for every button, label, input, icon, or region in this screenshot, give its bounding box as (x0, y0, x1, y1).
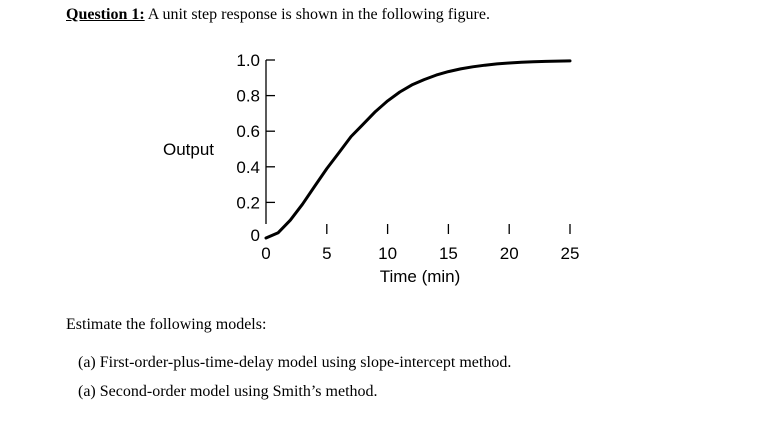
x-tick-label: 15 (439, 244, 458, 263)
question-label: Question 1: (66, 6, 145, 23)
x-axis: 0 5 10 15 20 25 (261, 224, 579, 263)
model-item-a: (a) First-order-plus-time-delay model us… (78, 354, 512, 371)
y-tick-label: 0.4 (236, 158, 260, 177)
y-tick-label: 1.0 (236, 51, 260, 70)
x-tick-label: 25 (561, 244, 580, 263)
x-tick-label: 5 (322, 244, 331, 263)
estimate-instruction: Estimate the following models: (66, 316, 267, 333)
y-tick-label: 0 (251, 226, 260, 245)
question-text: A unit step response is shown in the fol… (144, 6, 490, 23)
y-tick-label: 0.8 (236, 87, 260, 106)
response-curve-group (264, 59, 572, 240)
response-curve (264, 59, 572, 240)
x-tick-label: 20 (500, 244, 519, 263)
x-tick-label: 0 (261, 244, 270, 263)
x-tick-label: 10 (378, 244, 397, 263)
y-tick-label: 0.2 (236, 193, 260, 212)
question-heading: Question 1: A unit step response is show… (66, 6, 490, 24)
y-tick-label: 0.6 (236, 122, 260, 141)
y-axis-label: Output (163, 140, 214, 159)
y-axis: 0 0.2 0.4 0.6 0.8 1.0 (236, 51, 275, 245)
x-axis-label: Time (min) (380, 267, 461, 286)
model-item-b: (a) Second-order model using Smith’s met… (78, 383, 378, 400)
